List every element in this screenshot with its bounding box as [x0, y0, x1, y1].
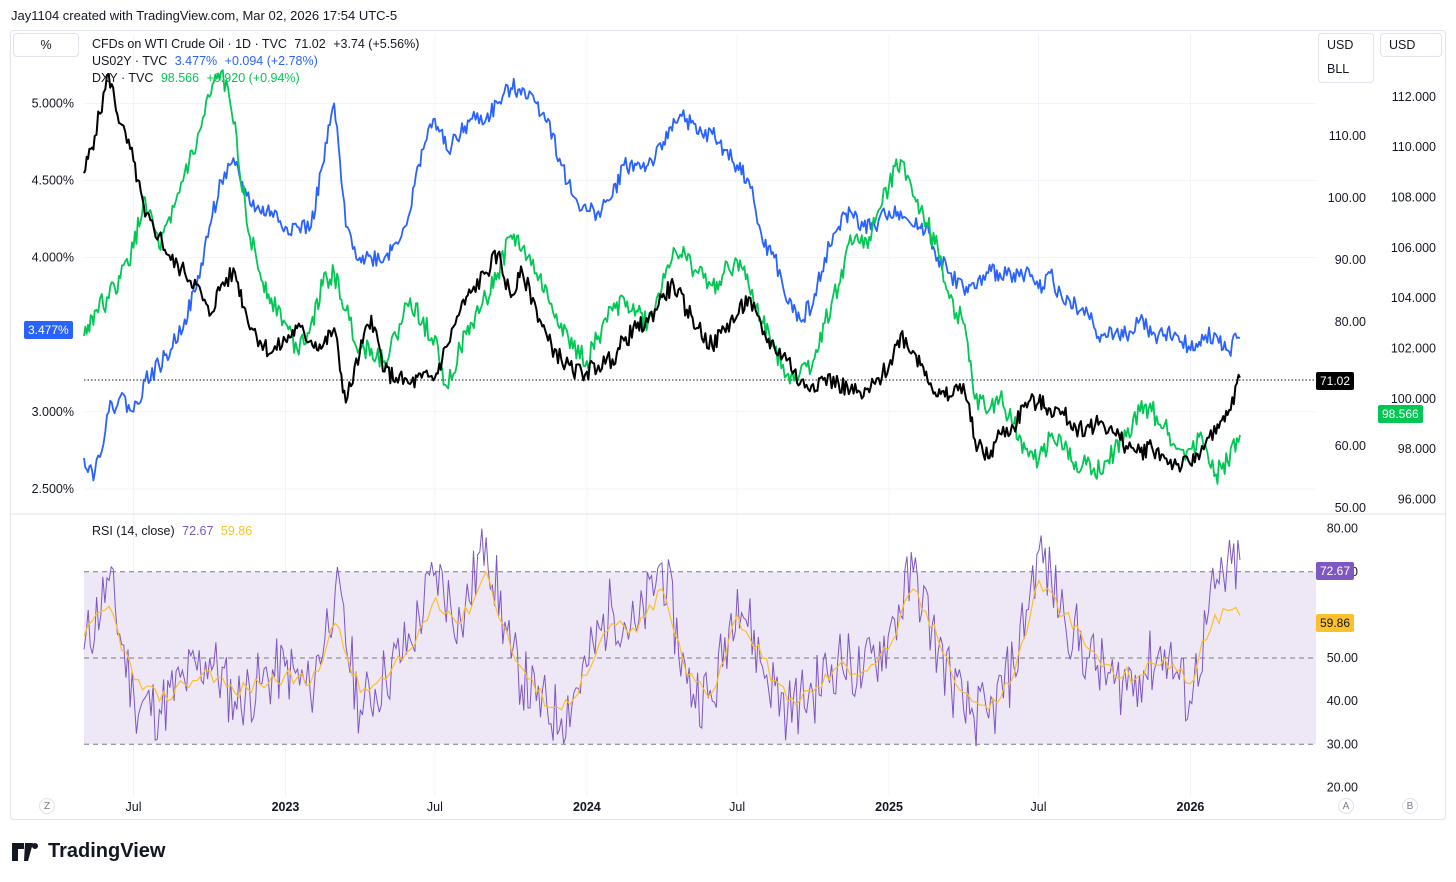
rsi-ma-line: [83, 570, 1241, 711]
inner-axis-tick-label: 50.00: [1335, 501, 1366, 515]
oil-price-tag: 71.02: [1316, 372, 1355, 390]
rsi-axis-tick-label: 50.00: [1327, 651, 1358, 665]
x-tick-label: Jul: [126, 800, 142, 814]
legend-dxy-change: +0.920 (+0.94%): [206, 71, 300, 85]
legend-us02y-value: 3.477%: [174, 54, 218, 68]
legend-rsi-value: 72.67: [182, 524, 214, 538]
legend-us02y-name: US02Y · TVC: [92, 54, 168, 68]
legend-us02y[interactable]: US02Y · TVC 3.477% +0.094 (+2.78%): [92, 54, 322, 68]
left-axis-tick-label: 5.000%: [32, 96, 74, 110]
x-tick-label: 2026: [1177, 800, 1205, 814]
legend-oil-change: +3.74 (+5.56%): [333, 37, 420, 51]
legend-us02y-change: +0.094 (+2.78%): [224, 54, 318, 68]
inner-axis-tick-label: 90.00: [1335, 253, 1366, 267]
inner-scale-unit-button[interactable]: USD BLL: [1318, 33, 1374, 83]
rsi-price-tag: 72.67: [1316, 562, 1355, 580]
x-tick-label: Jul: [1031, 800, 1047, 814]
outer-axis-tick-label: 98.000: [1398, 442, 1436, 456]
outer-axis-tick-label: 108.000: [1391, 191, 1436, 205]
inner-axis-tick-label: 100.00: [1328, 191, 1366, 205]
chart-frame: [10, 30, 1446, 820]
outer-axis-tick-label: 110.000: [1392, 140, 1436, 154]
rsi-line: [83, 528, 1241, 747]
tradingview-logo-text: TradingView: [48, 840, 166, 862]
inner-axis-tick-label: 110.00: [1329, 129, 1366, 143]
timezone-z-button[interactable]: Z: [39, 798, 55, 814]
tradingview-logo[interactable]: TradingView: [12, 840, 165, 863]
rsi-axis-tick-label: 30.00: [1327, 737, 1358, 751]
scale-b-button[interactable]: B: [1402, 798, 1418, 814]
left-scale-unit-label: %: [40, 38, 52, 52]
x-tick-label: 2025: [875, 800, 903, 814]
legend-oil[interactable]: CFDs on WTI Crude Oil · 1D · TVC 71.02 +…: [92, 37, 423, 51]
us02y-price-tag: 3.477%: [24, 321, 73, 339]
left-axis-tick-label: 4.000%: [32, 251, 74, 265]
rsi-axis-tick-label: 40.00: [1327, 694, 1358, 708]
grid-lines: [84, 34, 1316, 796]
outer-axis-tick-label: 102.000: [1391, 341, 1436, 355]
left-scale-unit-button[interactable]: %: [13, 33, 79, 57]
legend-oil-value: 71.02: [294, 37, 326, 51]
left-axis-tick-label: 2.500%: [32, 482, 74, 496]
price-lines: [83, 69, 1241, 485]
left-axis-tick-label: 3.000%: [32, 405, 74, 419]
legend-dxy-value: 98.566: [160, 71, 200, 85]
outer-axis-tick-label: 112.000: [1392, 90, 1436, 104]
us02y-line: [83, 77, 1241, 482]
rsi-ma-price-tag: 59.86: [1316, 614, 1355, 632]
outer-axis-tick-label: 104.000: [1391, 291, 1436, 305]
inner-scale-bll-label: BLL: [1327, 62, 1350, 76]
legend-oil-name: CFDs on WTI Crude Oil · 1D · TVC: [92, 37, 287, 51]
legend-rsi-ma-value: 59.86: [220, 524, 253, 538]
inner-scale-unit-label: USD: [1327, 38, 1354, 52]
dxy-line: [83, 69, 1241, 485]
outer-axis-tick-label: 106.000: [1391, 241, 1436, 255]
rsi-axis-tick-label: 20.00: [1327, 780, 1358, 794]
dxy-price-tag: 98.566: [1378, 405, 1423, 423]
inner-axis-tick-label: 60.00: [1335, 439, 1366, 453]
legend-rsi[interactable]: RSI (14, close) 72.67 59.86: [92, 524, 256, 538]
rsi-lines: [83, 528, 1241, 747]
outer-axis-tick-label: 100.000: [1391, 392, 1436, 406]
rsi-band: [84, 571, 1316, 745]
tradingview-logo-icon: [12, 842, 38, 861]
x-tick-label: 2023: [272, 800, 300, 814]
legend-rsi-name: RSI (14, close): [92, 524, 175, 538]
x-tick-label: Jul: [729, 800, 745, 814]
x-tick-label: 2024: [573, 800, 601, 814]
rsi-axis-tick-label: 80.00: [1327, 522, 1358, 536]
inner-axis-tick-label: 80.00: [1335, 315, 1366, 329]
left-axis-tick-label: 4.500%: [32, 173, 74, 187]
chart-caption: Jay1104 created with TradingView.com, Ma…: [11, 8, 398, 23]
auto-scale-a-button[interactable]: A: [1338, 798, 1354, 814]
legend-dxy[interactable]: DXY · TVC 98.566 +0.920 (+0.94%): [92, 71, 304, 85]
outer-scale-unit-button[interactable]: USD: [1380, 33, 1442, 57]
oil-line: [83, 73, 1241, 473]
x-tick-label: Jul: [427, 800, 443, 814]
outer-axis-tick-label: 96.000: [1398, 492, 1436, 506]
outer-scale-unit-label: USD: [1389, 38, 1416, 52]
legend-dxy-name: DXY · TVC: [92, 71, 154, 85]
